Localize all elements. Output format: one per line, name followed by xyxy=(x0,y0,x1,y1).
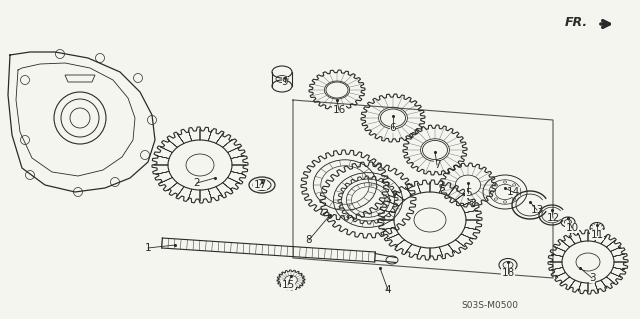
Text: 11: 11 xyxy=(590,230,604,240)
Text: S03S-M0500: S03S-M0500 xyxy=(461,300,518,309)
Text: 16: 16 xyxy=(332,105,346,115)
Text: 15: 15 xyxy=(282,280,294,290)
Text: 4: 4 xyxy=(385,285,391,295)
Text: 13: 13 xyxy=(531,205,543,215)
Text: 5: 5 xyxy=(465,188,471,198)
Text: 8: 8 xyxy=(306,235,312,245)
Text: FR.: FR. xyxy=(565,17,588,29)
Text: 6: 6 xyxy=(390,123,396,133)
Text: 7: 7 xyxy=(434,160,440,170)
Text: 14: 14 xyxy=(506,187,520,197)
Text: 10: 10 xyxy=(565,223,579,233)
Text: 17: 17 xyxy=(253,180,267,190)
Text: 1: 1 xyxy=(145,243,151,253)
Text: 18: 18 xyxy=(501,268,515,278)
Text: 12: 12 xyxy=(547,213,559,223)
Text: 2: 2 xyxy=(194,178,200,188)
Text: 9: 9 xyxy=(282,77,288,87)
Text: 3: 3 xyxy=(589,273,595,283)
